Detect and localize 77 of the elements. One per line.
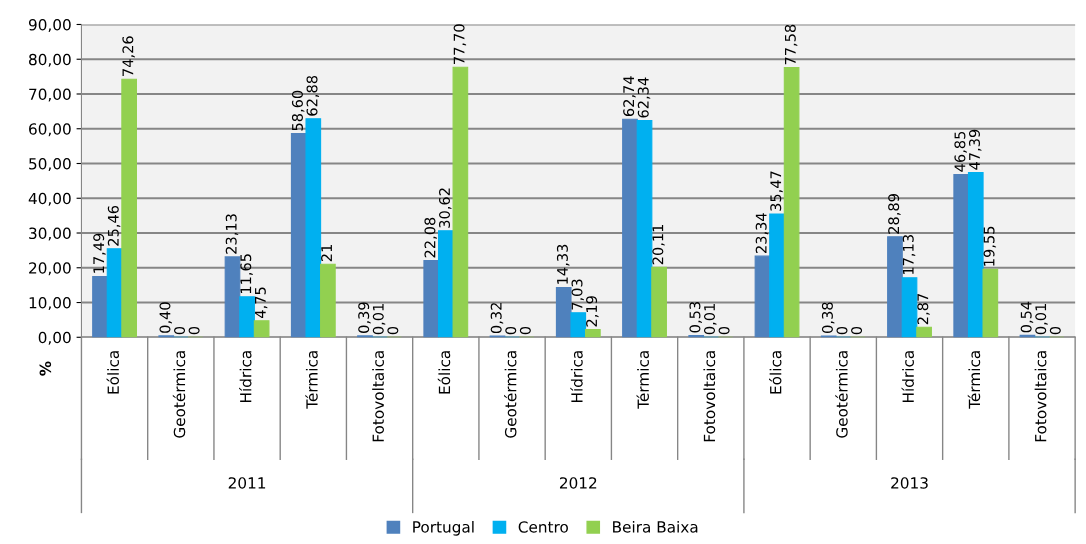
data-label: 0 (188, 326, 200, 335)
y-tick-label: 40,00 (28, 192, 71, 206)
data-label: 7,03 (571, 279, 585, 310)
y-tick-label: 50,00 (29, 157, 71, 172)
x-tick-label: Geotérmica (504, 351, 517, 438)
x-tick-label: Térmica (305, 351, 318, 409)
x-tick-label: Eólica (769, 351, 782, 394)
x-tick-label: Fotovoltaica (1034, 351, 1047, 442)
data-label: 0 (1049, 326, 1061, 335)
data-label: 21 (321, 245, 332, 262)
data-label: 20,11 (652, 224, 665, 265)
y-tick-label: 20,00 (29, 262, 71, 276)
data-label: 0 (836, 326, 848, 335)
data-label: 2,87 (917, 294, 930, 325)
data-label: 4,75 (255, 287, 268, 318)
data-label: 0 (387, 326, 399, 335)
data-label: 35,47 (770, 171, 783, 211)
x-tick-label: Eólica (106, 351, 120, 394)
x-tick-label: Fotovoltaica (703, 351, 716, 442)
data-label: 62,34 (637, 77, 651, 118)
text: 2011 (228, 477, 266, 489)
data-label: 2,19 (586, 296, 599, 327)
data-label: 14,33 (556, 244, 570, 284)
data-label: 19,55 (983, 226, 997, 266)
data-label: 0 (519, 326, 531, 335)
legend-label: Beira Baixa (613, 520, 698, 533)
y-tick-label: 60,00 (29, 123, 71, 137)
y-tick-label: 10,00 (29, 296, 71, 311)
x-tick-label: Geotérmica (835, 351, 848, 438)
x-tick-label: Hídrica (239, 351, 252, 403)
data-label: 74,26 (122, 36, 135, 76)
x-tick-label: Eólica (437, 351, 451, 394)
x-tick-label: Térmica (636, 351, 649, 409)
data-label: 46,85 (954, 131, 967, 172)
y-tick-label: 80,00 (29, 53, 71, 67)
data-label: 47,39 (968, 129, 982, 170)
x-tick-label: Geotérmica (172, 351, 186, 438)
x-tick-label: Térmica (967, 351, 981, 409)
data-label: 0,32 (490, 303, 504, 334)
data-label: 11,65 (240, 254, 253, 294)
data-label: 0 (718, 326, 730, 335)
y-tick-label: 30,00 (29, 227, 71, 241)
data-label: 62,88 (306, 75, 320, 116)
data-label: 0,01 (1035, 304, 1048, 335)
data-label: 0,01 (372, 304, 386, 335)
text: 2012 (559, 477, 597, 489)
data-label: 77,58 (784, 24, 798, 65)
legend-label: Portugal (413, 520, 474, 536)
text: 2013 (891, 477, 928, 489)
x-tick-label: Hídrica (570, 351, 583, 403)
data-label: 17,13 (902, 235, 916, 275)
data-label: 0,54 (1020, 301, 1034, 333)
y-axis-title: % (39, 361, 52, 376)
y-tick-label: 0,00 (38, 331, 71, 345)
x-tick-label: Fotovoltaica (372, 351, 384, 442)
data-label: 0,01 (703, 304, 717, 335)
data-label: 0 (505, 326, 517, 335)
data-label: 23,34 (755, 213, 769, 254)
data-label: 0,40 (159, 302, 172, 333)
data-label: 0,53 (689, 302, 702, 333)
data-label: 0,38 (821, 302, 835, 333)
data-label: 0 (851, 326, 863, 335)
y-tick-label: 70,00 (29, 88, 71, 102)
legend-label: Centro (518, 521, 568, 533)
data-label: 58,60 (291, 90, 305, 131)
data-label: 25,46 (107, 205, 121, 246)
data-label: 0,39 (358, 302, 371, 333)
data-label: 17,49 (93, 233, 106, 273)
data-label: 62,74 (623, 76, 636, 117)
data-label: 30,62 (439, 188, 452, 228)
data-label: 0 (174, 326, 186, 335)
y-tick-label: 90,00 (28, 18, 71, 33)
data-label: 77,70 (453, 24, 467, 64)
x-tick-label: Hídrica (901, 351, 914, 403)
data-label: 22,08 (424, 217, 437, 258)
data-label: 28,89 (888, 194, 901, 234)
data-label: 23,13 (225, 214, 239, 254)
